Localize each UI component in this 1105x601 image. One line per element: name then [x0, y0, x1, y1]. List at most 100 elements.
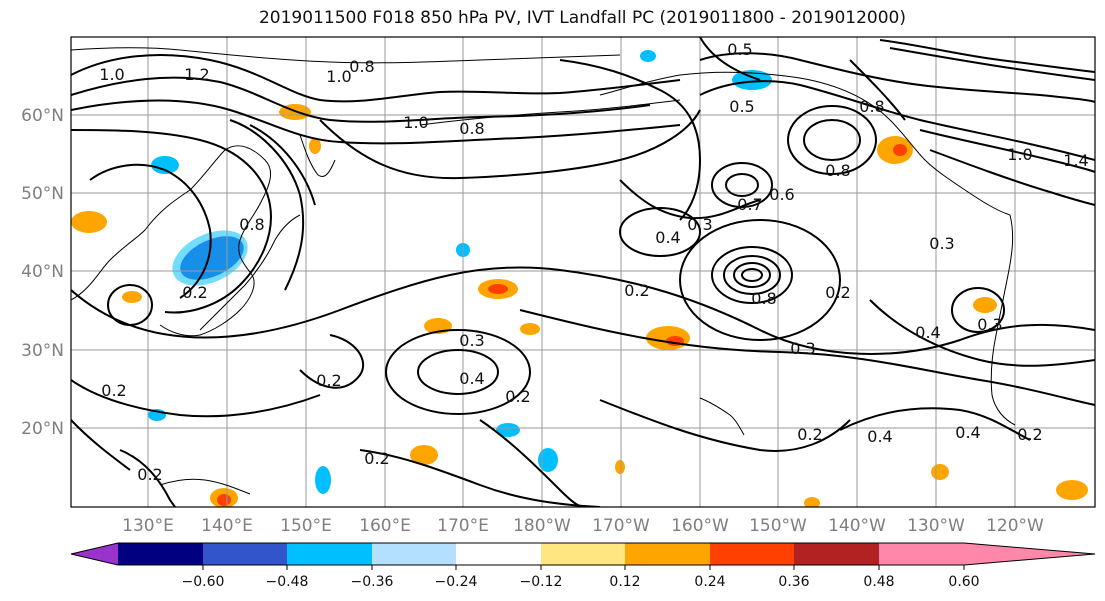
shading-patch	[151, 156, 179, 174]
contour-line	[787, 105, 877, 175]
contour-line	[869, 299, 1095, 367]
colorbar-outline	[70, 542, 1096, 566]
colorbar-tick-label: 0.48	[863, 574, 894, 590]
longitude-label: 170°W	[592, 516, 650, 536]
contour-label: 0.2	[505, 387, 530, 406]
contour-line	[417, 349, 499, 395]
contour-label: 0.3	[790, 339, 815, 358]
contour-line	[699, 52, 1095, 103]
coastline-north-america	[990, 214, 1016, 426]
contour-label: 0.3	[977, 315, 1002, 334]
contour-label: 0.7	[737, 195, 762, 214]
colorbar-low-extension	[71, 543, 118, 565]
contour-label: 0.4	[459, 369, 484, 388]
colorbar-segment	[541, 543, 625, 565]
shading-patch	[804, 497, 820, 507]
shading-patch	[640, 50, 656, 62]
contour-line	[741, 268, 763, 282]
coastline-hawaii	[699, 397, 745, 436]
shading-patch	[410, 445, 438, 465]
contour-line	[803, 119, 861, 161]
contour-line	[723, 255, 781, 295]
contour-label: 0.3	[687, 215, 712, 234]
contour-label: 0.2	[825, 283, 850, 302]
colorbar-segment	[456, 543, 541, 565]
contour-line	[733, 262, 771, 288]
latitude-label: 20°N	[21, 419, 64, 439]
map-frame	[70, 36, 1096, 508]
longitude-label: 170°E	[437, 516, 489, 536]
contour-label: 0.8	[459, 119, 484, 138]
contour-line	[71, 419, 131, 471]
contour-label: 1.0	[403, 113, 428, 132]
longitude-label: 150°E	[280, 516, 332, 536]
shading-patch	[71, 211, 107, 233]
contour-label: 1.4	[1063, 151, 1088, 170]
contour-line	[699, 80, 1095, 161]
colorbar-tick-label: 0.36	[778, 574, 809, 590]
shading-patch	[931, 464, 949, 480]
contour-line	[619, 179, 761, 220]
shading-patch	[172, 230, 248, 286]
contour-label: 0.4	[655, 228, 680, 247]
longitude-label: 150°W	[749, 516, 807, 536]
latitude-label: 30°N	[21, 341, 64, 361]
colorbar-segment	[203, 543, 287, 565]
pv-contours	[71, 37, 1095, 507]
contour-line	[71, 129, 272, 314]
contour-label: 0.5	[729, 97, 754, 116]
contour-label: 0.4	[955, 423, 980, 442]
latitude-label: 60°N	[21, 106, 64, 126]
contour-line	[319, 109, 701, 180]
contour-line	[71, 266, 1095, 355]
contour-label: 0.8	[859, 97, 884, 116]
contour-line	[71, 379, 321, 418]
colorbar-ticks	[202, 565, 965, 570]
longitude-label: 160°W	[671, 516, 729, 536]
contour-line	[951, 287, 1005, 333]
colorbar-segment	[794, 543, 879, 565]
shading-patch	[122, 291, 142, 303]
contour-line	[889, 47, 1095, 81]
coastline-kamchatka	[299, 134, 336, 177]
colorbar-tick-label: −0.60	[182, 574, 225, 590]
contour-label: 0.8	[349, 57, 374, 76]
coastlines	[71, 47, 1016, 495]
contour-line	[599, 399, 851, 452]
latitude-label: 40°N	[21, 262, 64, 282]
contour-label: 1.2	[184, 65, 209, 84]
shading-patch	[538, 448, 558, 472]
shading-patch	[615, 460, 625, 474]
colorbar-segment	[710, 543, 794, 565]
contour-line	[519, 309, 1095, 406]
shading-patch	[973, 297, 997, 313]
shading-patch	[496, 423, 520, 437]
contour-line	[559, 59, 702, 221]
contour-line	[299, 334, 365, 389]
contour-line	[879, 39, 1095, 73]
longitude-label: 140°W	[828, 516, 886, 536]
contour-line	[919, 129, 1095, 173]
colorbar-tick-label: 0.12	[609, 574, 640, 590]
coastline-siberia	[71, 47, 621, 64]
colorbar: −0.60 −0.48 −0.36 −0.24 −0.12 0.12 0.24 …	[70, 542, 1096, 590]
contour-label: 0.3	[929, 234, 954, 253]
colorbar-tick-label: −0.48	[266, 574, 309, 590]
colorbar-segment	[625, 543, 710, 565]
contour-label: 0.5	[727, 40, 752, 59]
contour-line	[711, 246, 793, 304]
longitude-label: 130°E	[122, 516, 174, 536]
contour-label: 0.4	[867, 427, 892, 446]
longitude-label: 120°W	[986, 516, 1044, 536]
contour-line	[929, 149, 1095, 206]
coastline-aleutians	[419, 99, 681, 126]
shading-patch	[893, 144, 907, 156]
contour-line	[89, 163, 212, 299]
coastline-alaska	[599, 71, 1011, 216]
chart-title: 2019011500 F018 850 hPa PV, IVT Landfall…	[258, 8, 906, 28]
contour-line	[725, 173, 759, 197]
colorbar-segment	[118, 543, 203, 565]
colorbar-tick-label: −0.24	[435, 574, 478, 590]
contour-label: 0.2	[101, 381, 126, 400]
